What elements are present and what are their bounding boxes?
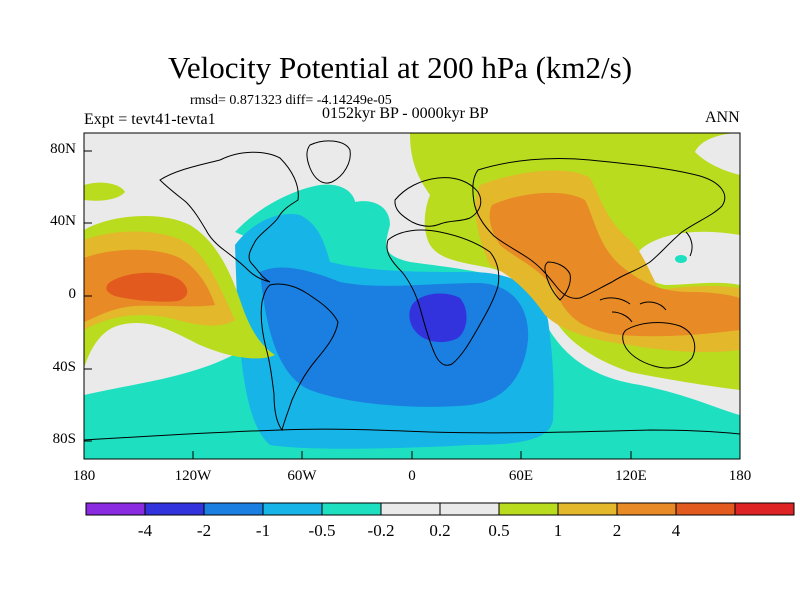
coastline-japan — [685, 231, 693, 257]
colorbar-swatch-9 — [616, 502, 677, 516]
colorbar-swatch-4 — [321, 502, 382, 516]
colorbar-swatch-8 — [557, 502, 618, 516]
coastline-africa — [386, 229, 500, 366]
coastline-australia — [622, 322, 696, 369]
x-tick-label-0: 0 — [408, 468, 416, 484]
x-tick-label-120w: 120W — [174, 468, 212, 484]
colorbar-swatch-0 — [85, 502, 146, 516]
x-tick-label-120e: 120E — [615, 468, 647, 484]
colorbar-swatch-6 — [439, 502, 500, 516]
contour-pacific-neutral — [637, 231, 740, 285]
season-label: ANN — [705, 109, 740, 126]
contour-east-orange — [489, 192, 740, 337]
experiment-label: Expt = tevt41-tevta1 — [84, 111, 216, 128]
colorbar-swatch-2 — [203, 502, 264, 516]
y-tick-label-0: 0 — [68, 286, 77, 302]
x-axis-ticks — [83, 451, 741, 459]
colorbar-swatch-7 — [498, 502, 559, 516]
contour-nepacific-yellow-green — [84, 182, 125, 201]
y-tick-label-40s: 40S — [52, 359, 76, 375]
colorbar-label: -4 — [137, 521, 153, 540]
colorbar-label: 0.5 — [488, 521, 510, 540]
colorbar-label: -0.5 — [308, 521, 336, 540]
colorbar-swatch-5 — [380, 502, 441, 516]
colorbar-swatch-3 — [262, 502, 323, 516]
colorbar-label: -2 — [196, 521, 212, 540]
coastline-north-america — [159, 151, 299, 283]
coastline-asia — [472, 157, 726, 299]
x-tick-label-180e: 180 — [728, 468, 752, 484]
y-tick-label-80n: 80N — [50, 141, 76, 157]
contour-dark-blue — [409, 293, 467, 343]
x-tick-label-60e: 60E — [508, 468, 534, 484]
y-tick-label-40n: 40N — [50, 213, 76, 229]
contour-arctic-neutral — [695, 133, 740, 175]
colorbar-label: 2 — [612, 521, 622, 540]
colorbar-label: -1 — [255, 521, 271, 540]
coastline-maritime-islands — [599, 297, 667, 323]
coastline-greenland — [306, 140, 351, 184]
coastline-europe — [394, 177, 482, 227]
page-title: Velocity Potential at 200 hPa (km2/s) — [167, 50, 633, 85]
coastline-antarctica — [84, 428, 740, 441]
contour-west-red-orange — [106, 272, 188, 302]
x-tick-label-60w: 60W — [287, 468, 317, 484]
colorbar-label: 1 — [553, 521, 563, 540]
colorbar — [85, 502, 795, 516]
contour-japan-cyan — [675, 255, 687, 263]
colorbar-label: -0.2 — [367, 521, 395, 540]
coastlines — [84, 140, 740, 441]
colorbar-label: 4 — [671, 521, 681, 540]
colorbar-swatch-10 — [675, 502, 736, 516]
colorbar-swatch-11 — [734, 502, 795, 516]
colorbar-swatch-1 — [144, 502, 205, 516]
period-label: 0152kyr BP - 0000kyr BP — [322, 105, 489, 122]
contour-field — [84, 133, 740, 459]
y-axis-ticks — [84, 150, 92, 442]
coastline-india — [544, 261, 571, 301]
x-tick-label-180w: 180 — [72, 468, 96, 484]
coastline-south-america — [260, 283, 339, 432]
colorbar-label: 0.2 — [429, 521, 451, 540]
y-tick-label-80s: 80S — [52, 431, 76, 447]
stats-line: rmsd= 0.871323 diff= -4.14249e-05 — [190, 93, 392, 108]
